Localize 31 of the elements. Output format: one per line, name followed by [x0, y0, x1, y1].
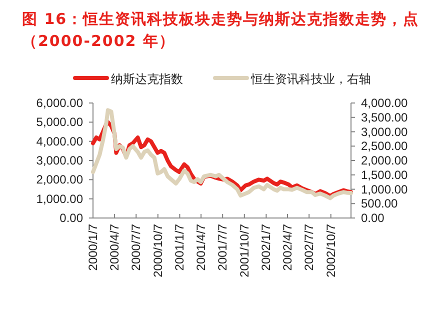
y-tick-label: 1,000.00: [36, 192, 84, 206]
x-tick-label: 2002/4/7: [280, 224, 295, 271]
y-tick-label: 3,000.00: [36, 154, 84, 168]
y2-tick-label: 3,500.00: [361, 110, 408, 124]
chart-title: 图 16：恒生资讯科技板块走势与纳斯达克指数走势，点（2000-2002 年）: [22, 9, 420, 52]
x-tick-label: 2001/7/7: [216, 224, 230, 271]
x-tick-label: 2001/1/7: [172, 224, 187, 271]
y-tick-label: 4,000.00: [36, 134, 84, 148]
x-tick-label: 2000/7/7: [129, 224, 144, 271]
y2-tick-label: 0.00: [361, 211, 385, 225]
x-tick-label: 2002/10/7: [324, 224, 338, 278]
x-tick-label: 2000/1/7: [86, 224, 100, 271]
x-tick-label: 2000/10/7: [150, 224, 165, 278]
y2-tick-label: 2,000.00: [361, 154, 408, 168]
legend-label: 恒生资讯科技业，右轴: [250, 72, 371, 86]
y2-tick-label: 1,500.00: [361, 168, 408, 182]
x-tick-label: 2000/4/7: [108, 224, 122, 271]
x-tick-label: 2002/1/7: [259, 224, 274, 271]
y-tick-label: 5,000.00: [36, 115, 84, 130]
y2-tick-label: 2,500.00: [361, 139, 408, 154]
y-tick-label: 0.00: [60, 211, 84, 225]
x-tick-label: 2001/10/7: [237, 224, 252, 278]
y2-tick-label: 3,000.00: [361, 124, 408, 139]
y2-tick-label: 1,000.00: [361, 182, 408, 196]
y2-tick-label: 500.00: [361, 196, 398, 211]
x-tick-label: 2002/7/7: [302, 224, 316, 271]
y-tick-label: 6,000.00: [36, 96, 84, 110]
legend-label: 纳斯达克指数: [111, 72, 183, 86]
y-tick-label: 2,000.00: [36, 172, 84, 187]
y2-tick-label: 4,000.00: [361, 96, 408, 110]
x-tick-label: 2001/4/7: [194, 224, 208, 271]
